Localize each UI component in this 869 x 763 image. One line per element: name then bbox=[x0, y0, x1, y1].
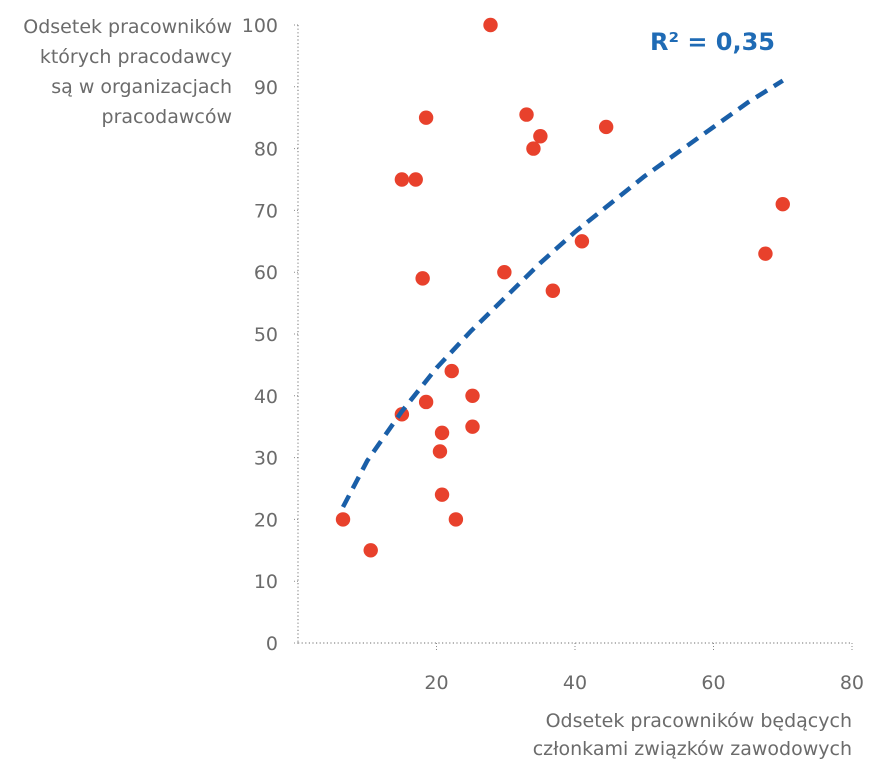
y-tick-label: 60 bbox=[254, 262, 278, 284]
data-point bbox=[418, 110, 434, 125]
y-tick-label: 70 bbox=[254, 200, 278, 222]
y-axis-title-line: których pracodawcy bbox=[40, 46, 232, 68]
y-tick-label: 100 bbox=[242, 15, 278, 37]
data-point bbox=[434, 487, 450, 502]
x-tick-label: 60 bbox=[701, 672, 725, 694]
x-tick-label: 20 bbox=[424, 672, 448, 694]
data-point bbox=[363, 543, 378, 558]
x-tick-label: 40 bbox=[563, 672, 587, 694]
data-point bbox=[335, 512, 351, 527]
data-point bbox=[574, 234, 590, 249]
data-point bbox=[394, 172, 410, 187]
x-axis-title-line: członkami związków zawodowych bbox=[533, 738, 852, 760]
r-squared-annotation: R² = 0,35 bbox=[650, 28, 775, 56]
y-tick-label: 10 bbox=[254, 571, 278, 593]
data-point bbox=[434, 425, 450, 441]
data-point bbox=[415, 271, 430, 286]
data-point bbox=[519, 107, 534, 122]
y-axis-title-line: są w organizacjach bbox=[51, 76, 232, 98]
data-points bbox=[335, 17, 790, 558]
data-point bbox=[526, 141, 541, 156]
trend-line bbox=[341, 78, 784, 509]
data-point bbox=[418, 394, 434, 410]
x-axis-ticks: 20 40 60 80 bbox=[424, 672, 864, 694]
data-point bbox=[598, 119, 614, 135]
y-tick-label: 0 bbox=[266, 633, 278, 655]
y-tick-label: 90 bbox=[254, 77, 278, 99]
data-point bbox=[497, 265, 512, 280]
data-point bbox=[465, 388, 480, 403]
y-tick-label: 40 bbox=[254, 386, 278, 408]
data-point bbox=[483, 17, 498, 33]
data-point bbox=[465, 419, 480, 434]
x-axis-title-line: Odsetek pracowników będących bbox=[546, 710, 852, 732]
y-tick-label: 20 bbox=[254, 509, 278, 531]
data-point bbox=[533, 129, 548, 144]
x-axis-tick-marks bbox=[436, 643, 853, 651]
y-axis-title: Odsetek pracowników których pracodawcy są … bbox=[23, 16, 232, 128]
y-axis-title-line: Odsetek pracowników bbox=[23, 16, 232, 38]
data-point bbox=[408, 172, 423, 187]
y-axis-title-line: pracodawców bbox=[102, 106, 232, 128]
y-axis-ticks: 0 10 20 30 40 50 60 70 80 90 100 bbox=[242, 15, 298, 655]
data-point bbox=[448, 512, 464, 527]
y-tick-label: 80 bbox=[254, 139, 278, 161]
data-point bbox=[444, 363, 459, 379]
data-point bbox=[758, 246, 773, 261]
data-point bbox=[545, 283, 561, 298]
data-point bbox=[775, 197, 790, 212]
x-tick-label: 80 bbox=[840, 672, 864, 694]
y-tick-label: 30 bbox=[254, 448, 278, 470]
x-axis-title: Odsetek pracowników będących członkami zw… bbox=[533, 710, 852, 760]
y-tick-label: 50 bbox=[254, 324, 278, 346]
data-point bbox=[432, 444, 448, 459]
